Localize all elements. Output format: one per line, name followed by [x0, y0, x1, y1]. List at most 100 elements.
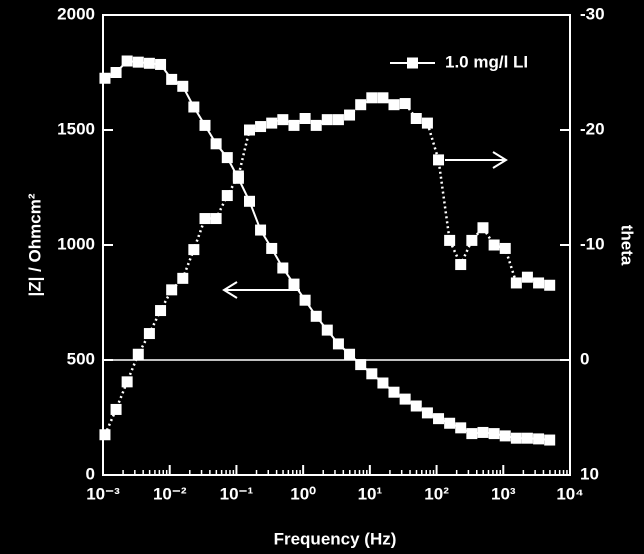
marker [444, 417, 456, 429]
y2-tick-label: -20 [580, 119, 605, 138]
y-tick-label: 0 [86, 464, 95, 483]
x-tick-label: 10⁻¹ [220, 484, 254, 503]
marker [155, 58, 167, 70]
marker [521, 432, 533, 444]
marker [232, 170, 244, 182]
marker [399, 98, 411, 110]
marker [455, 259, 467, 271]
x-tick-label: 10² [424, 484, 449, 503]
marker [255, 121, 267, 133]
marker [388, 386, 400, 398]
marker [533, 277, 545, 289]
y-axis-label: |Z| / Ohmcm² [25, 193, 44, 296]
marker [355, 359, 367, 371]
y-tick-label: 1500 [57, 119, 95, 138]
legend-marker [407, 57, 418, 69]
marker [221, 190, 233, 202]
marker [221, 152, 233, 164]
marker [433, 413, 445, 425]
marker [477, 426, 489, 438]
marker [210, 213, 222, 225]
marker [143, 328, 155, 340]
marker [110, 403, 122, 415]
marker [510, 277, 522, 289]
marker [121, 55, 133, 67]
marker [544, 434, 556, 446]
marker [299, 294, 311, 306]
marker [277, 114, 289, 126]
arrow-right [445, 151, 508, 169]
marker [377, 92, 389, 104]
marker [199, 119, 211, 131]
marker [188, 244, 200, 256]
marker [166, 73, 178, 85]
marker [188, 101, 200, 113]
marker [366, 368, 378, 380]
x-tick-label: 10⁻³ [86, 484, 120, 503]
marker [488, 239, 500, 251]
marker [99, 429, 111, 441]
x-tick-label: 10⁰ [290, 484, 316, 503]
marker [288, 278, 300, 290]
marker [266, 117, 278, 129]
y2-axis-label: theta [618, 225, 637, 266]
marker [499, 242, 511, 254]
x-tick-label: 10¹ [358, 484, 383, 503]
marker [166, 284, 178, 296]
marker [177, 80, 189, 92]
marker [421, 117, 433, 129]
marker [366, 92, 378, 104]
series-line [103, 96, 550, 436]
marker [344, 348, 356, 360]
marker [121, 376, 133, 388]
marker [277, 262, 289, 274]
marker [132, 348, 144, 360]
marker [243, 124, 255, 136]
marker [499, 430, 511, 442]
marker [410, 400, 422, 412]
arrow-left [222, 281, 300, 299]
marker [310, 310, 322, 322]
marker [455, 422, 467, 434]
marker [321, 324, 333, 336]
marker [288, 119, 300, 131]
marker [321, 114, 333, 126]
y-tick-label: 2000 [57, 4, 95, 23]
marker [344, 109, 356, 121]
marker [299, 113, 311, 124]
y-tick-label: 1000 [57, 234, 95, 253]
y2-tick-label: 0 [580, 349, 589, 368]
marker [310, 119, 322, 131]
marker [488, 428, 500, 440]
marker [433, 154, 445, 166]
marker [544, 279, 556, 291]
marker [388, 99, 400, 111]
marker [143, 57, 155, 69]
marker [266, 242, 278, 254]
marker [332, 338, 344, 350]
marker [255, 224, 267, 236]
marker [421, 407, 433, 419]
marker [199, 213, 211, 225]
marker [477, 222, 489, 234]
marker [466, 428, 478, 440]
y-tick-label: 500 [67, 349, 95, 368]
marker [399, 393, 411, 405]
marker [243, 195, 255, 207]
x-tick-label: 10⁻² [153, 484, 187, 503]
marker [510, 432, 522, 444]
marker [466, 234, 478, 246]
y2-tick-label: -10 [580, 234, 605, 253]
legend-label: 1.0 mg/l LI [445, 52, 528, 71]
marker [332, 114, 344, 126]
marker [377, 377, 389, 389]
marker [155, 305, 167, 317]
marker [177, 272, 189, 284]
y2-tick-label: 10 [580, 464, 599, 483]
marker [444, 234, 456, 246]
x-axis-label: Frequency (Hz) [274, 529, 397, 548]
marker [355, 99, 367, 111]
marker [210, 138, 222, 150]
marker [110, 67, 122, 78]
